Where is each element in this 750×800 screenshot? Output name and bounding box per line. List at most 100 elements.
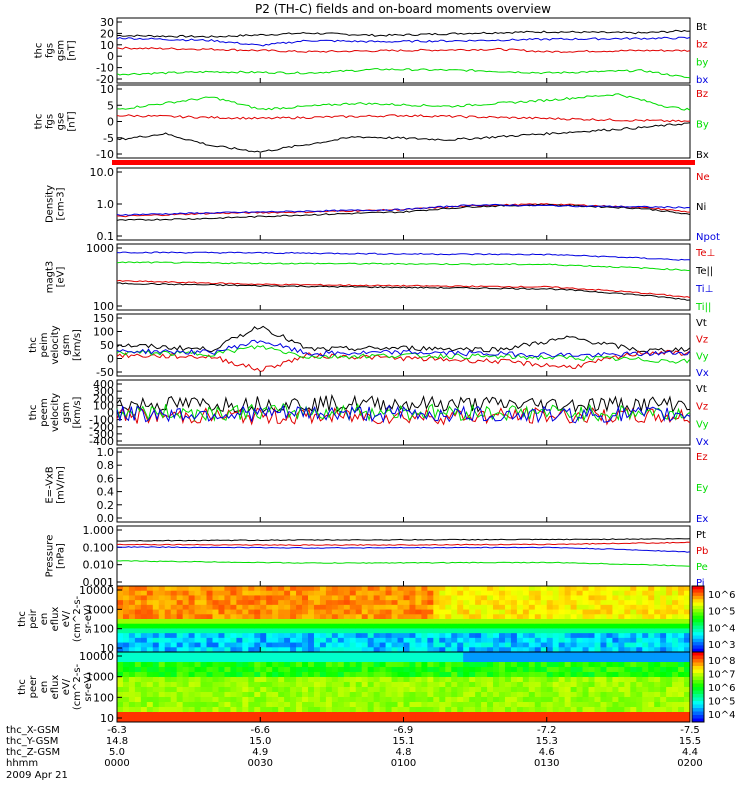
heatmap-cell xyxy=(600,682,607,688)
heatmap-cell xyxy=(331,614,339,620)
heatmap-cell xyxy=(284,623,291,629)
heatmap-cell xyxy=(224,702,231,708)
heatmap-cell xyxy=(218,662,225,668)
heatmap-cell xyxy=(260,637,267,644)
heatmap-cell xyxy=(373,633,381,639)
heatmap-cell xyxy=(254,604,261,611)
heatmap-cell xyxy=(194,633,202,639)
heatmap-cell xyxy=(654,652,661,658)
heatmap-cell xyxy=(278,687,285,693)
heatmap-cell xyxy=(343,628,351,634)
y-tick-label: 100 xyxy=(93,623,114,636)
heatmap-cell xyxy=(552,623,560,629)
heatmap-cell xyxy=(564,614,572,620)
heatmap-cell xyxy=(122,652,130,658)
heatmap-cell xyxy=(122,672,130,678)
x-axis-value: -6.9 xyxy=(394,725,414,736)
heatmap-cell xyxy=(290,590,297,596)
heatmap-cell xyxy=(606,628,613,634)
heatmap-cell xyxy=(409,687,416,693)
heatmap-cell xyxy=(493,637,500,644)
heatmap-cell xyxy=(391,672,399,678)
heatmap-cell xyxy=(397,628,404,634)
heatmap-cell xyxy=(463,637,470,644)
heatmap-cell xyxy=(421,619,428,625)
heatmap-cell xyxy=(403,647,410,653)
heatmap-cell xyxy=(367,647,375,653)
heatmap-cell xyxy=(194,707,202,713)
heatmap-cell xyxy=(248,633,255,639)
heatmap-cell xyxy=(666,637,673,644)
x-axis-value: -7.5 xyxy=(680,725,700,736)
heatmap-cell xyxy=(313,657,321,663)
heatmap-cell xyxy=(481,682,488,688)
heatmap-cell xyxy=(451,604,458,611)
heatmap-cell xyxy=(278,590,285,596)
heatmap-cell xyxy=(421,712,428,718)
heatmap-cell xyxy=(445,619,452,625)
heatmap-cell xyxy=(415,682,422,688)
heatmap-cell xyxy=(385,682,393,688)
series-line-Vy xyxy=(116,402,691,422)
heatmap-cell xyxy=(391,614,399,620)
heatmap-cell xyxy=(290,702,297,708)
heatmap-cell xyxy=(493,692,500,698)
heatmap-cell xyxy=(528,609,536,615)
heatmap-cell xyxy=(284,717,291,723)
heatmap-cell xyxy=(218,614,225,620)
heatmap-cell xyxy=(134,600,142,606)
heatmap-cell xyxy=(534,604,542,611)
heatmap-cell xyxy=(349,595,357,601)
heatmap-cell xyxy=(194,600,202,606)
heatmap-cell xyxy=(182,697,190,703)
heatmap-cell xyxy=(296,595,303,601)
heatmap-cell xyxy=(158,672,166,678)
heatmap-cell xyxy=(594,712,601,718)
heatmap-cell xyxy=(510,702,518,708)
heatmap-cell xyxy=(654,667,661,673)
heatmap-cell xyxy=(152,707,160,713)
y-tick-label: 20 xyxy=(100,27,114,40)
heatmap-cell xyxy=(284,712,291,718)
heatmap-cell xyxy=(164,652,172,658)
heatmap-cell xyxy=(666,657,673,663)
heatmap-cell xyxy=(254,692,261,698)
heatmap-cell xyxy=(427,652,434,658)
legend-entry: Ni xyxy=(696,202,706,213)
heatmap-cell xyxy=(254,614,261,620)
heatmap-cell xyxy=(254,717,261,723)
heatmap-cell xyxy=(624,600,631,606)
heatmap-cell xyxy=(415,647,422,653)
heatmap-cell xyxy=(564,707,572,713)
heatmap-cell xyxy=(510,677,518,683)
heatmap-cell xyxy=(236,595,243,601)
heatmap-cell xyxy=(224,586,231,592)
heatmap-cell xyxy=(499,604,506,611)
heatmap-cell xyxy=(254,628,261,634)
heatmap-cell xyxy=(379,600,387,606)
heatmap-cell xyxy=(564,702,572,708)
heatmap-cell xyxy=(409,609,416,615)
heatmap-cell xyxy=(654,647,661,653)
heatmap-cell xyxy=(528,692,536,698)
heatmap-cell xyxy=(170,687,178,693)
heatmap-cell xyxy=(176,667,184,673)
heatmap-cell xyxy=(648,717,655,723)
heatmap-cell xyxy=(146,604,154,611)
heatmap-cell xyxy=(487,677,494,683)
heatmap-cell xyxy=(170,662,178,668)
heatmap-cell xyxy=(522,642,530,648)
heatmap-cell xyxy=(660,647,667,653)
heatmap-cell xyxy=(182,687,190,693)
heatmap-cell xyxy=(576,600,584,606)
heatmap-cell xyxy=(630,657,637,663)
heatmap-cell xyxy=(451,697,458,703)
heatmap-cell xyxy=(534,600,542,606)
heatmap-cell xyxy=(164,590,172,596)
heatmap-cell xyxy=(475,590,482,596)
heatmap-cell xyxy=(510,595,518,601)
heatmap-cell xyxy=(308,623,315,629)
heatmap-cell xyxy=(445,677,452,683)
heatmap-cell xyxy=(463,633,470,639)
heatmap-cell xyxy=(684,687,691,693)
